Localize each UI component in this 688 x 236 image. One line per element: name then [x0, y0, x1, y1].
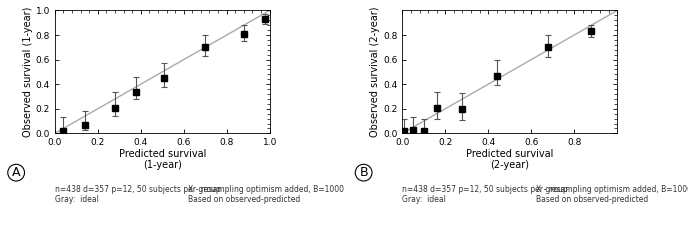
Y-axis label: Observed survival (1-year): Observed survival (1-year)	[23, 7, 33, 137]
Y-axis label: Observed survival (2-year): Observed survival (2-year)	[370, 7, 380, 137]
X-axis label: Predicted survival
(1-year): Predicted survival (1-year)	[118, 149, 206, 170]
X-axis label: Predicted survival
(2-year): Predicted survival (2-year)	[466, 149, 553, 170]
Text: X - resampling optimism added, B=1000
Based on observed-predicted: X - resampling optimism added, B=1000 Ba…	[188, 185, 344, 204]
Text: A: A	[12, 166, 21, 179]
Text: n=438 d=357 p=12, 50 subjects per group
Gray:  ideal: n=438 d=357 p=12, 50 subjects per group …	[402, 185, 568, 204]
Text: X - resampling optimism added, B=1000
Based on observed-predicted: X - resampling optimism added, B=1000 Ba…	[535, 185, 688, 204]
Text: n=438 d=357 p=12, 50 subjects per group
Gray:  ideal: n=438 d=357 p=12, 50 subjects per group …	[55, 185, 221, 204]
Text: B: B	[359, 166, 368, 179]
